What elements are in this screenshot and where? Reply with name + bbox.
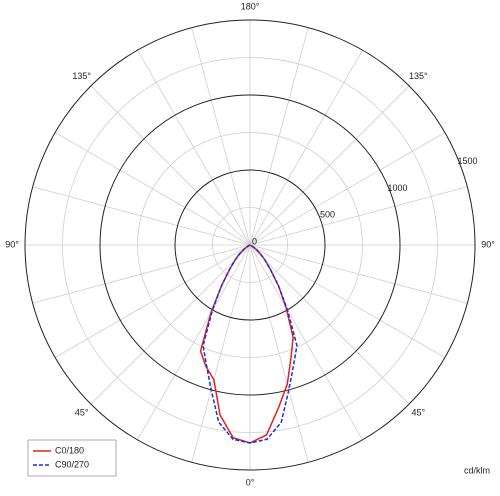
angle-grid-line: [54, 244, 251, 358]
angle-tick-label: 45°: [75, 408, 89, 418]
angle-tick-label: 135°: [409, 71, 428, 81]
grid-circle: [99, 94, 401, 396]
r-tick-label: 1500: [458, 156, 478, 166]
angle-grid-line: [249, 244, 309, 463]
angle-tick-label: 0°: [246, 477, 255, 487]
angle-grid-line: [249, 244, 363, 441]
r-tick-label: 0: [252, 236, 257, 246]
angle-grid-line: [90, 244, 251, 405]
grid-circle: [24, 19, 476, 471]
angle-grid-line: [191, 244, 251, 463]
angle-grid-line: [90, 85, 251, 246]
angle-grid-line: [249, 85, 410, 246]
angle-grid-line: [249, 244, 446, 358]
angle-grid-line: [249, 244, 410, 405]
angle-grid-line: [54, 132, 251, 246]
angle-tick-label: 180°: [241, 1, 260, 11]
angle-grid-line: [249, 132, 446, 246]
angle-tick-label: 135°: [72, 71, 91, 81]
angle-tick-label: 45°: [411, 408, 425, 418]
series-line: [202, 244, 298, 444]
legend-label: C90/270: [55, 459, 89, 469]
angle-tick-label: 90°: [5, 239, 19, 249]
angle-grid-line: [137, 244, 251, 441]
legend-box: [27, 439, 117, 477]
angle-grid-line: [249, 186, 468, 246]
angle-grid-line: [137, 49, 251, 246]
angle-grid-line: [32, 186, 251, 246]
angle-grid-line: [249, 27, 309, 246]
r-tick-label: 500: [320, 210, 335, 220]
angle-grid-line: [191, 27, 251, 246]
angle-grid-line: [249, 49, 363, 246]
unit-label: cd/klm: [464, 465, 490, 475]
legend-label: C0/180: [55, 445, 84, 455]
r-tick-label: 1000: [387, 183, 407, 193]
angle-tick-label: 90°: [481, 239, 495, 249]
angle-grid-line: [249, 244, 468, 304]
legend: C0/180 C90/270: [27, 439, 117, 477]
angle-grid-line: [32, 244, 251, 304]
grid-circle: [174, 169, 326, 321]
